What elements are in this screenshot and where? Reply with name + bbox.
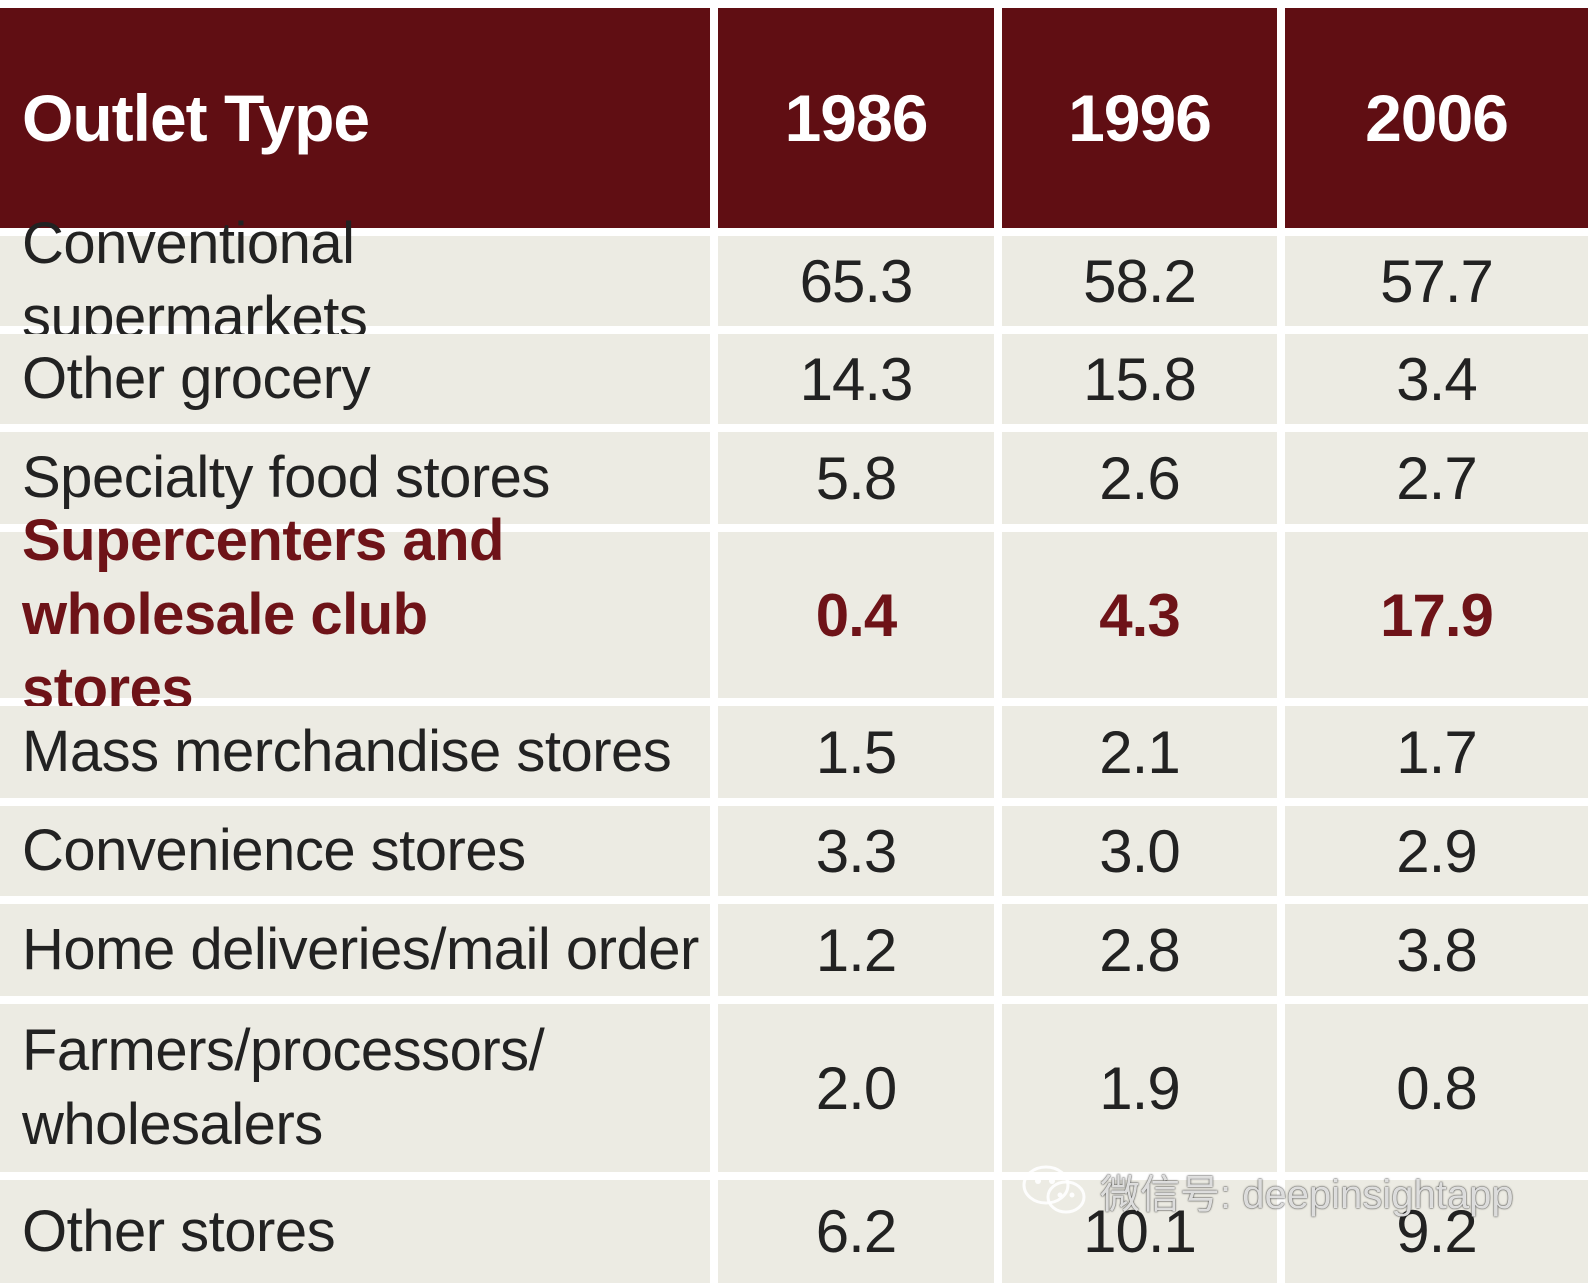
row-label: Mass merchandise stores — [0, 706, 710, 798]
cell-value: 3.0 — [1002, 806, 1277, 896]
cell-value: 6.2 — [718, 1180, 994, 1283]
cell-value: 1.7 — [1285, 706, 1588, 798]
cell-value: 2.9 — [1285, 806, 1588, 896]
cell-value: 1.2 — [718, 904, 994, 996]
row-label: Farmers/processors/ wholesalers — [0, 1004, 710, 1172]
cell-value: 9.2 — [1285, 1180, 1588, 1283]
row-label: Home deliveries/mail order — [0, 904, 710, 996]
cell-value: 2.1 — [1002, 706, 1277, 798]
cell-value: 3.8 — [1285, 904, 1588, 996]
watermark: 微信号: deepinsightapp — [1020, 1162, 1514, 1220]
cell-value: 17.9 — [1285, 532, 1588, 698]
cell-value: 15.8 — [1002, 334, 1277, 424]
cell-value: 4.3 — [1002, 532, 1277, 698]
row-label: Conventional supermarkets — [0, 211, 710, 350]
cell-value: 3.3 — [718, 806, 994, 896]
cell-value: 1.9 — [1002, 1004, 1277, 1172]
cell-value: 2.7 — [1285, 432, 1588, 524]
watermark-text: 微信号: deepinsightapp — [1100, 1173, 1514, 1217]
row-label: Convenience stores — [0, 806, 710, 896]
header-year-1986: 1986 — [718, 8, 994, 228]
cell-value: 1.5 — [718, 706, 994, 798]
row-label: Specialty food stores — [0, 432, 710, 524]
cell-value: 2.6 — [1002, 432, 1277, 524]
cell-value: 0.8 — [1285, 1004, 1588, 1172]
row-label: Other grocery — [0, 334, 710, 424]
header-year-1996: 1996 — [1002, 8, 1277, 228]
cell-value: 3.4 — [1285, 334, 1588, 424]
header-outlet-type: Outlet Type — [0, 8, 710, 228]
cell-value: 14.3 — [718, 334, 994, 424]
wechat-icon — [1020, 1163, 1090, 1219]
header-year-2006: 2006 — [1285, 8, 1588, 228]
cell-value: 57.7 — [1285, 236, 1588, 326]
cell-value: 5.8 — [718, 432, 994, 524]
cell-value: 0.4 — [718, 532, 994, 698]
cell-value: 2.0 — [718, 1004, 994, 1172]
cell-value: 58.2 — [1002, 236, 1277, 326]
cell-value: 65.3 — [718, 236, 994, 326]
cell-value: 2.8 — [1002, 904, 1277, 996]
row-label: Other stores — [0, 1180, 710, 1283]
row-label: Supercenters and wholesale club stores — [0, 508, 710, 721]
